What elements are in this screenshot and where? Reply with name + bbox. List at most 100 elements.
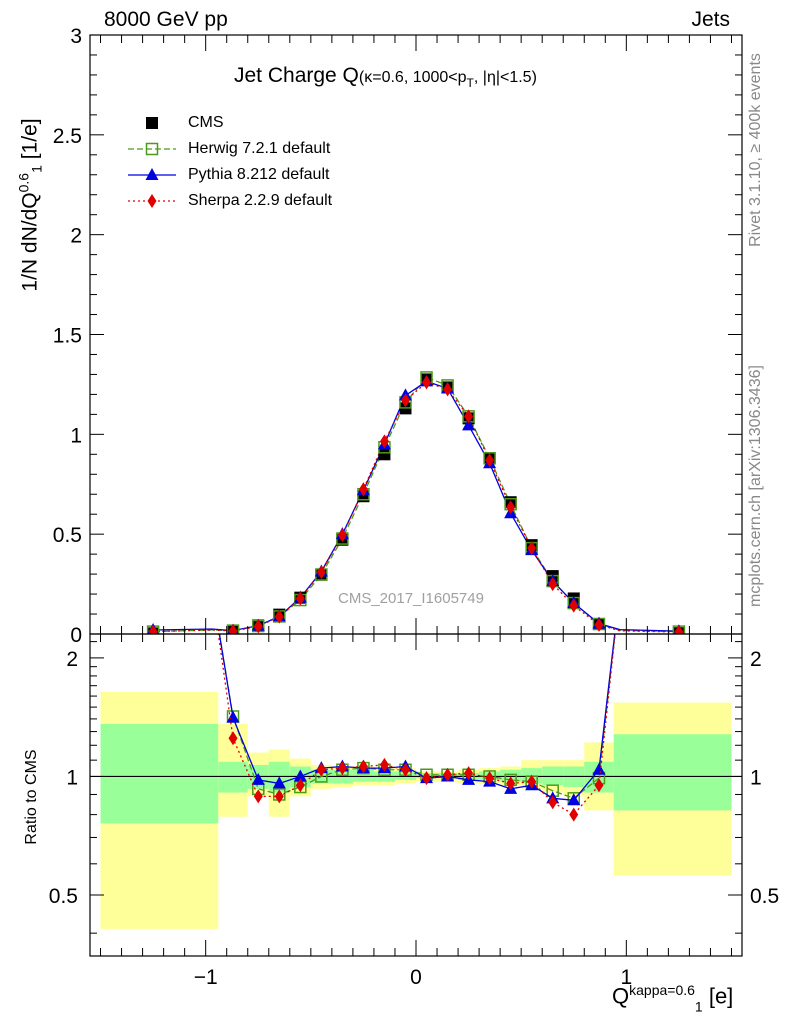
- ratio-point-pythia: [592, 762, 606, 775]
- plot-title-sub-tail: , |η|<1.5): [473, 69, 537, 86]
- ratio-point-sherpa: [527, 774, 537, 789]
- main-y-axis-label: 1/N dN/dQ0.61 [1/e]: [15, 118, 44, 291]
- ratio-point-pythia: [226, 710, 240, 723]
- mcplots-reference-label: mcplots.cern.ch [arXiv:1306.3436]: [747, 365, 764, 607]
- plot-title: Jet Charge Q(κ=0.6, 1000<pT, |η|<1.5): [234, 64, 537, 90]
- ratio-point-sherpa: [422, 771, 432, 786]
- plot-title-sub-index: T: [466, 76, 474, 91]
- axis-ticks: 0 0.5 1 1.5 2 2.5 3 −1 0 1 0.5 0.5 1 1 2 2: [49, 25, 779, 989]
- ratio-point-sherpa: [548, 795, 558, 810]
- main-point-sherpa: [569, 598, 579, 613]
- ratio-y-tick-label-left: 0.5: [49, 885, 78, 908]
- main-y-tick-label: 1.5: [53, 325, 82, 348]
- ratio-x-tick-label: 1: [620, 966, 632, 989]
- plot-title-sub: (κ=0.6, 1000<p: [358, 69, 467, 86]
- ratio-point-pythia: [567, 793, 581, 806]
- ratio-point-sherpa: [569, 807, 579, 822]
- ratio-series-clipped: [217, 634, 616, 822]
- ratio-uncertainty-bands: [100, 691, 732, 929]
- main-point-pythia: [462, 418, 476, 431]
- ratio-point-sherpa: [464, 766, 474, 781]
- main-y-tick-label: 2.5: [53, 125, 82, 148]
- rivet-version-label: Rivet 3.1.10, ≥ 400k events: [747, 53, 764, 247]
- main-point-sherpa: [485, 453, 495, 468]
- main-point-sherpa: [295, 591, 305, 606]
- main-point-sherpa: [443, 382, 453, 397]
- ratio-y-tick-label-right: 1: [750, 766, 762, 789]
- x-axis-label-sup: kappa=0.6: [629, 982, 695, 998]
- main-point-sherpa: [253, 619, 263, 634]
- ratio-point-sherpa: [253, 789, 263, 804]
- main-line-pythia: [153, 380, 679, 632]
- band-green-bin: [218, 761, 248, 793]
- ratio-x-tick-label: −1: [194, 966, 218, 989]
- ratio-point-sherpa: [443, 767, 453, 782]
- main-series-clipped: [146, 371, 686, 634]
- x-axis-label-text: Q: [612, 983, 630, 1009]
- legend-marker-cms: [146, 117, 158, 129]
- legend-entry-herwig: Herwig 7.2.1 default: [188, 140, 331, 157]
- collision-label: 8000 GeV pp: [104, 8, 228, 31]
- main-y-tick-label: 1: [70, 424, 82, 447]
- ratio-x-tick-label: 0: [410, 966, 422, 989]
- main-point-sherpa: [527, 541, 537, 556]
- x-axis-label: Qkappa=0.61 [e]: [612, 982, 733, 1014]
- main-line-sherpa: [153, 381, 679, 633]
- main-point-sherpa: [594, 617, 604, 632]
- ratio-point-sherpa: [274, 789, 284, 804]
- main-point-sherpa: [548, 577, 558, 592]
- main-y-tick-label: 0: [70, 624, 82, 647]
- ratio-panel-series: [217, 634, 616, 822]
- analysis-id-label: CMS_2017_I1605749: [338, 590, 484, 607]
- ratio-point-sherpa: [316, 762, 326, 777]
- main-point-sherpa: [316, 565, 326, 580]
- x-axis-label-sub: 1: [694, 998, 703, 1015]
- main-point-sherpa: [506, 500, 516, 515]
- legend-marker-pythia: [145, 168, 159, 180]
- main-point-sherpa: [400, 393, 410, 408]
- band-green-bin: [100, 723, 219, 824]
- main-point-sherpa: [464, 409, 474, 424]
- plot-title-main: Jet Charge Q: [234, 64, 359, 87]
- ratio-y-tick-label-right: 0.5: [750, 885, 779, 908]
- x-axis-label-unit: [e]: [702, 983, 734, 1009]
- legend-entry-sherpa: Sherpa 2.2.9 default: [188, 192, 333, 209]
- ratio-point-sherpa: [295, 778, 305, 793]
- main-point-cms: [378, 448, 391, 461]
- legend-markers: [128, 117, 176, 208]
- ratio-point-pythia: [251, 772, 265, 785]
- ratio-point-sherpa: [337, 761, 347, 776]
- main-panel-series: [146, 371, 686, 634]
- main-point-sherpa: [274, 609, 284, 624]
- main-y-tick-label: 3: [70, 25, 82, 48]
- main-point-sherpa: [379, 434, 389, 449]
- ratio-line-pythia: [218, 634, 616, 801]
- legend-entry-cms: CMS: [188, 114, 224, 131]
- ratio-point-pythia: [293, 769, 307, 782]
- main-y-axis-label-text: 1/N dN/dQ: [18, 192, 42, 292]
- ratio-point-sherpa: [506, 776, 516, 791]
- main-y-tick-label: 0.5: [53, 524, 82, 547]
- legend-marker-sherpa: [147, 194, 157, 208]
- ratio-point-sherpa: [358, 759, 368, 774]
- ratio-point-sherpa: [228, 731, 238, 746]
- main-y-axis-label-sub: 1: [28, 165, 45, 173]
- main-point-sherpa: [148, 624, 158, 634]
- ratio-point-sherpa: [594, 778, 604, 793]
- process-label: Jets: [691, 8, 730, 31]
- band-green-bin: [500, 769, 522, 782]
- ratio-y-tick-label-right: 2: [750, 648, 762, 671]
- ratio-line-sherpa: [217, 634, 616, 816]
- ratio-point-sherpa: [379, 757, 389, 772]
- ratio-y-tick-label-left: 1: [66, 766, 78, 789]
- main-point-sherpa: [337, 528, 347, 543]
- ratio-point-pythia: [272, 776, 286, 789]
- ratio-point-sherpa: [400, 762, 410, 777]
- main-point-sherpa: [228, 624, 238, 634]
- main-y-axis-label-unit: [1/e]: [18, 118, 42, 166]
- band-green-bin: [613, 734, 732, 811]
- main-y-tick-label: 2: [70, 225, 82, 248]
- main-point-sherpa: [422, 375, 432, 390]
- ratio-y-axis-label: Ratio to CMS: [23, 749, 40, 845]
